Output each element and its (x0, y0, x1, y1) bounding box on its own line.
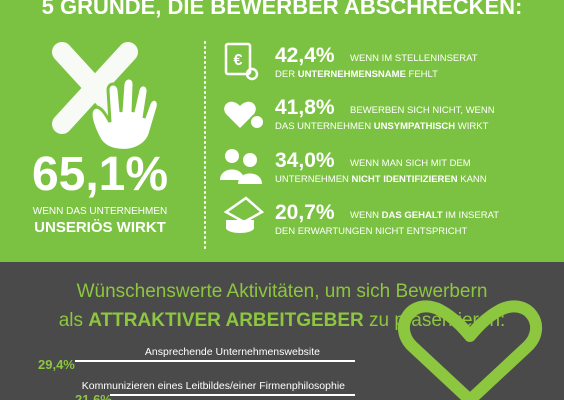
main-line1: WENN DAS UNTERNEHMEN (33, 206, 167, 217)
title: 5 GRÜNDE, DIE BEWERBER ABSCHRECKEN: (42, 0, 523, 19)
reason-line: UNTERNEHMEN NICHT IDENTIFIZIEREN KANN (275, 174, 487, 185)
text-segment: WENN MAN SICH MIT DEM (350, 158, 471, 169)
text-segment: NICHT IDENTIFIZIEREN (352, 174, 458, 185)
main-percent: 65,1% (32, 148, 168, 201)
heart-icon (397, 300, 543, 400)
text-segment: DAS UNTERNEHMEN (275, 121, 374, 132)
reason-line: DAS UNTERNEHMEN UNSYMPATHISCH WIRKT (275, 121, 489, 132)
text-segment: UNTERNEHMENSNAME (298, 69, 406, 80)
text-segment: WENN (350, 210, 382, 221)
main-line2: UNSERIÖS WIRKT (34, 219, 166, 236)
reason-percent: 41,8% (275, 96, 335, 119)
text-segment: DAS GEHALT (382, 210, 443, 221)
reason-line: WENN IM STELLENINSERAT (350, 53, 478, 64)
reason-line: WENN DAS GEHALT IM INSERAT (350, 210, 499, 221)
hand-icon (89, 76, 160, 152)
row-icons: € (220, 42, 265, 233)
text-segment: WIRKT (455, 121, 488, 132)
reason-line: WENN MAN SICH MIT DEM (350, 158, 471, 169)
text-segment: BEWERBEN SICH NICHT, WENN (350, 105, 495, 116)
reason-percent: 34,0% (275, 149, 335, 172)
text-segment: UNTERNEHMEN (275, 174, 352, 185)
svg-text:€: € (234, 52, 243, 69)
activity-label: Kommunizieren eines Leitbildes/einer Fir… (82, 380, 345, 392)
text-segment: DEN ERWARTUNGEN NICHT ENTSPRICHT (275, 226, 467, 237)
text-segment: WENN IM STELLENINSERAT (350, 53, 478, 64)
activity-label: Ansprechende Unternehmenswebsite (145, 346, 320, 358)
text-segment: FEHLT (406, 69, 438, 80)
activities-heading1: Wünschenswerte Aktivitäten, um sich Bewe… (77, 281, 488, 302)
activity-percent: 21,6% (75, 392, 112, 400)
text-segment: DER (275, 69, 298, 80)
reason-line: DEN ERWARTUNGEN NICHT ENTSPRICHT (275, 226, 467, 237)
reason-line: DER UNTERNEHMENSNAME FEHLT (275, 69, 438, 80)
text-segment: als (59, 310, 89, 331)
reason-percent: 20,7% (275, 201, 335, 224)
text-segment: UNSYMPATHISCH (374, 121, 456, 132)
text-segment: ATTRAKTIVER ARBEITGEBER (88, 310, 364, 331)
reason-line: BEWERBEN SICH NICHT, WENN (350, 105, 495, 116)
reason-percent: 42,4% (275, 44, 335, 67)
text-segment: IM INSERAT (443, 210, 499, 221)
text-segment: KANN (458, 174, 487, 185)
activity-percent: 29,4% (38, 357, 75, 372)
